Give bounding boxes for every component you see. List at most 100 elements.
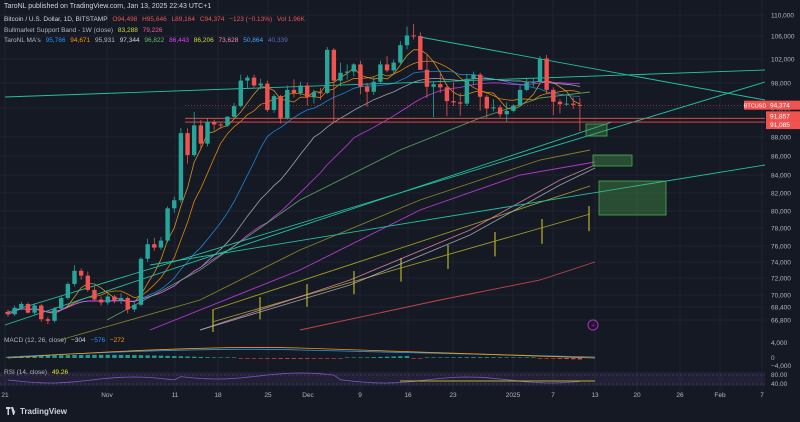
price-tick-label: 68,400 xyxy=(771,305,791,312)
tradingview-logo[interactable]: TradingView xyxy=(6,407,67,416)
macd-histogram-bar xyxy=(418,358,423,359)
time-tick-label: 20 xyxy=(633,392,641,399)
ma-value: 96,822 xyxy=(144,37,165,44)
candle-body xyxy=(59,298,64,309)
price-tick-label: 110,000 xyxy=(771,13,794,20)
macd-histogram-bar xyxy=(278,358,283,359)
candle-body xyxy=(298,85,303,93)
ohlc-close: C94,374 xyxy=(199,16,225,23)
candle-body xyxy=(211,122,217,125)
candle-body xyxy=(344,71,350,73)
rsi-tick-label: 40.00 xyxy=(771,381,788,388)
long-moving-average-line xyxy=(199,167,596,331)
time-tick-label: 11 xyxy=(172,392,179,399)
price-tick-label: 84,000 xyxy=(771,173,791,180)
macd-histogram-bar xyxy=(331,358,337,359)
macd-histogram-bar xyxy=(464,357,470,358)
candle-body xyxy=(557,101,563,105)
macd-value: −576 xyxy=(90,337,106,344)
macd-histogram-bar xyxy=(404,356,410,358)
ma-legend[interactable]: TaroNL MA's 95,786 94,671 95,931 97,344 … xyxy=(4,37,291,44)
trend-lines xyxy=(4,36,766,326)
bmsb-bar xyxy=(306,284,308,307)
macd-histogram-bar xyxy=(65,355,71,358)
publisher-line: TaroNL published on TradingView.com, Jan… xyxy=(4,3,214,10)
price-tick-label: 106,000 xyxy=(771,34,795,41)
symbol-legend[interactable]: Bitcoin / U.S. Dollar, 1D, BITSTAMP O94,… xyxy=(4,16,308,23)
time-tick-label: 7 xyxy=(551,392,555,399)
rsi-line xyxy=(7,372,580,384)
macd-histogram-bar xyxy=(318,358,323,359)
bmsb-bar xyxy=(494,232,496,257)
target-zone-small xyxy=(592,154,633,167)
candlesticks xyxy=(5,23,583,325)
target-zones xyxy=(585,123,667,216)
candle-body xyxy=(165,208,170,241)
macd-histogram-bar xyxy=(325,358,330,359)
macd-histogram-bar xyxy=(78,354,84,358)
candle-body xyxy=(438,84,443,88)
price-tick-label: 66,800 xyxy=(771,318,791,325)
ma-value: 86,443 xyxy=(169,37,189,44)
macd-histogram-bar xyxy=(517,357,523,358)
long-moving-average-line xyxy=(149,161,596,331)
price-axis-bg xyxy=(766,0,800,398)
ohlc-open: O94,498 xyxy=(112,16,138,23)
bmsb-value-1: 83,288 xyxy=(117,27,138,34)
macd-legend[interactable]: MACD (12, 26, close) −304 −576 −272 xyxy=(4,337,128,344)
macd-histogram-bar xyxy=(484,357,489,358)
rsi-pane xyxy=(0,372,765,386)
macd-histogram-bar xyxy=(531,357,536,358)
macd-histogram-bar xyxy=(211,357,217,358)
candle-body xyxy=(78,270,84,276)
bmsb-legend[interactable]: Bullmarket Support Band - 1W (close) 83,… xyxy=(4,27,166,34)
candle-body xyxy=(238,80,243,107)
rsi-label: RSI (14, close) xyxy=(4,369,47,376)
trend-line xyxy=(4,69,766,98)
ma-value: 95,931 xyxy=(94,37,115,44)
candle-body xyxy=(411,35,416,37)
price-tick-label: 76,000 xyxy=(771,244,791,251)
macd-histogram-bar xyxy=(364,357,370,358)
candle-body xyxy=(192,125,197,156)
macd-histogram-bar xyxy=(205,357,210,358)
candle-body xyxy=(358,64,363,87)
bmsb-bar xyxy=(588,206,590,232)
candle-body xyxy=(271,96,277,110)
candle-body xyxy=(231,106,237,117)
macd-histogram-bar xyxy=(158,355,164,358)
symbol-title: Bitcoin / U.S. Dollar, 1D, BITSTAMP xyxy=(4,16,108,23)
macd-histogram-bar xyxy=(238,358,243,359)
candle-body xyxy=(364,86,370,92)
price-tick-label: 82,000 xyxy=(771,191,791,198)
macd-histogram-bar xyxy=(45,355,51,358)
bmsb-bar xyxy=(447,245,449,269)
macd-pane xyxy=(5,347,596,360)
symbol-label: BTCUSD xyxy=(744,104,767,110)
macd-histogram-bar xyxy=(72,355,77,358)
candle-body xyxy=(318,92,323,94)
trend-line xyxy=(419,36,766,101)
alert-icon[interactable]: + xyxy=(587,319,599,331)
moving-averages xyxy=(7,49,596,341)
candle-body xyxy=(251,77,257,86)
macd-histogram-bar xyxy=(125,354,130,358)
macd-histogram-bar xyxy=(451,357,456,358)
candle-body xyxy=(158,240,164,248)
time-tick-label: 26 xyxy=(676,392,684,399)
candle-body xyxy=(391,62,396,71)
candle-body xyxy=(291,89,297,93)
candle-body xyxy=(118,298,124,301)
candle-body xyxy=(577,104,583,106)
candle-body xyxy=(511,105,516,111)
candle-body xyxy=(491,107,496,109)
time-tick-label: 9 xyxy=(358,392,362,399)
macd-histogram-bar xyxy=(32,355,37,358)
long-moving-average-line xyxy=(106,91,591,321)
rsi-legend[interactable]: RSI (14, close) 49.26 xyxy=(4,369,71,376)
macd-histogram-bar xyxy=(384,356,390,358)
candle-body xyxy=(404,35,410,46)
macd-histogram-bar xyxy=(424,357,430,358)
price-labels: BTCUSD 94,374 91,857 91,085 xyxy=(744,100,800,130)
